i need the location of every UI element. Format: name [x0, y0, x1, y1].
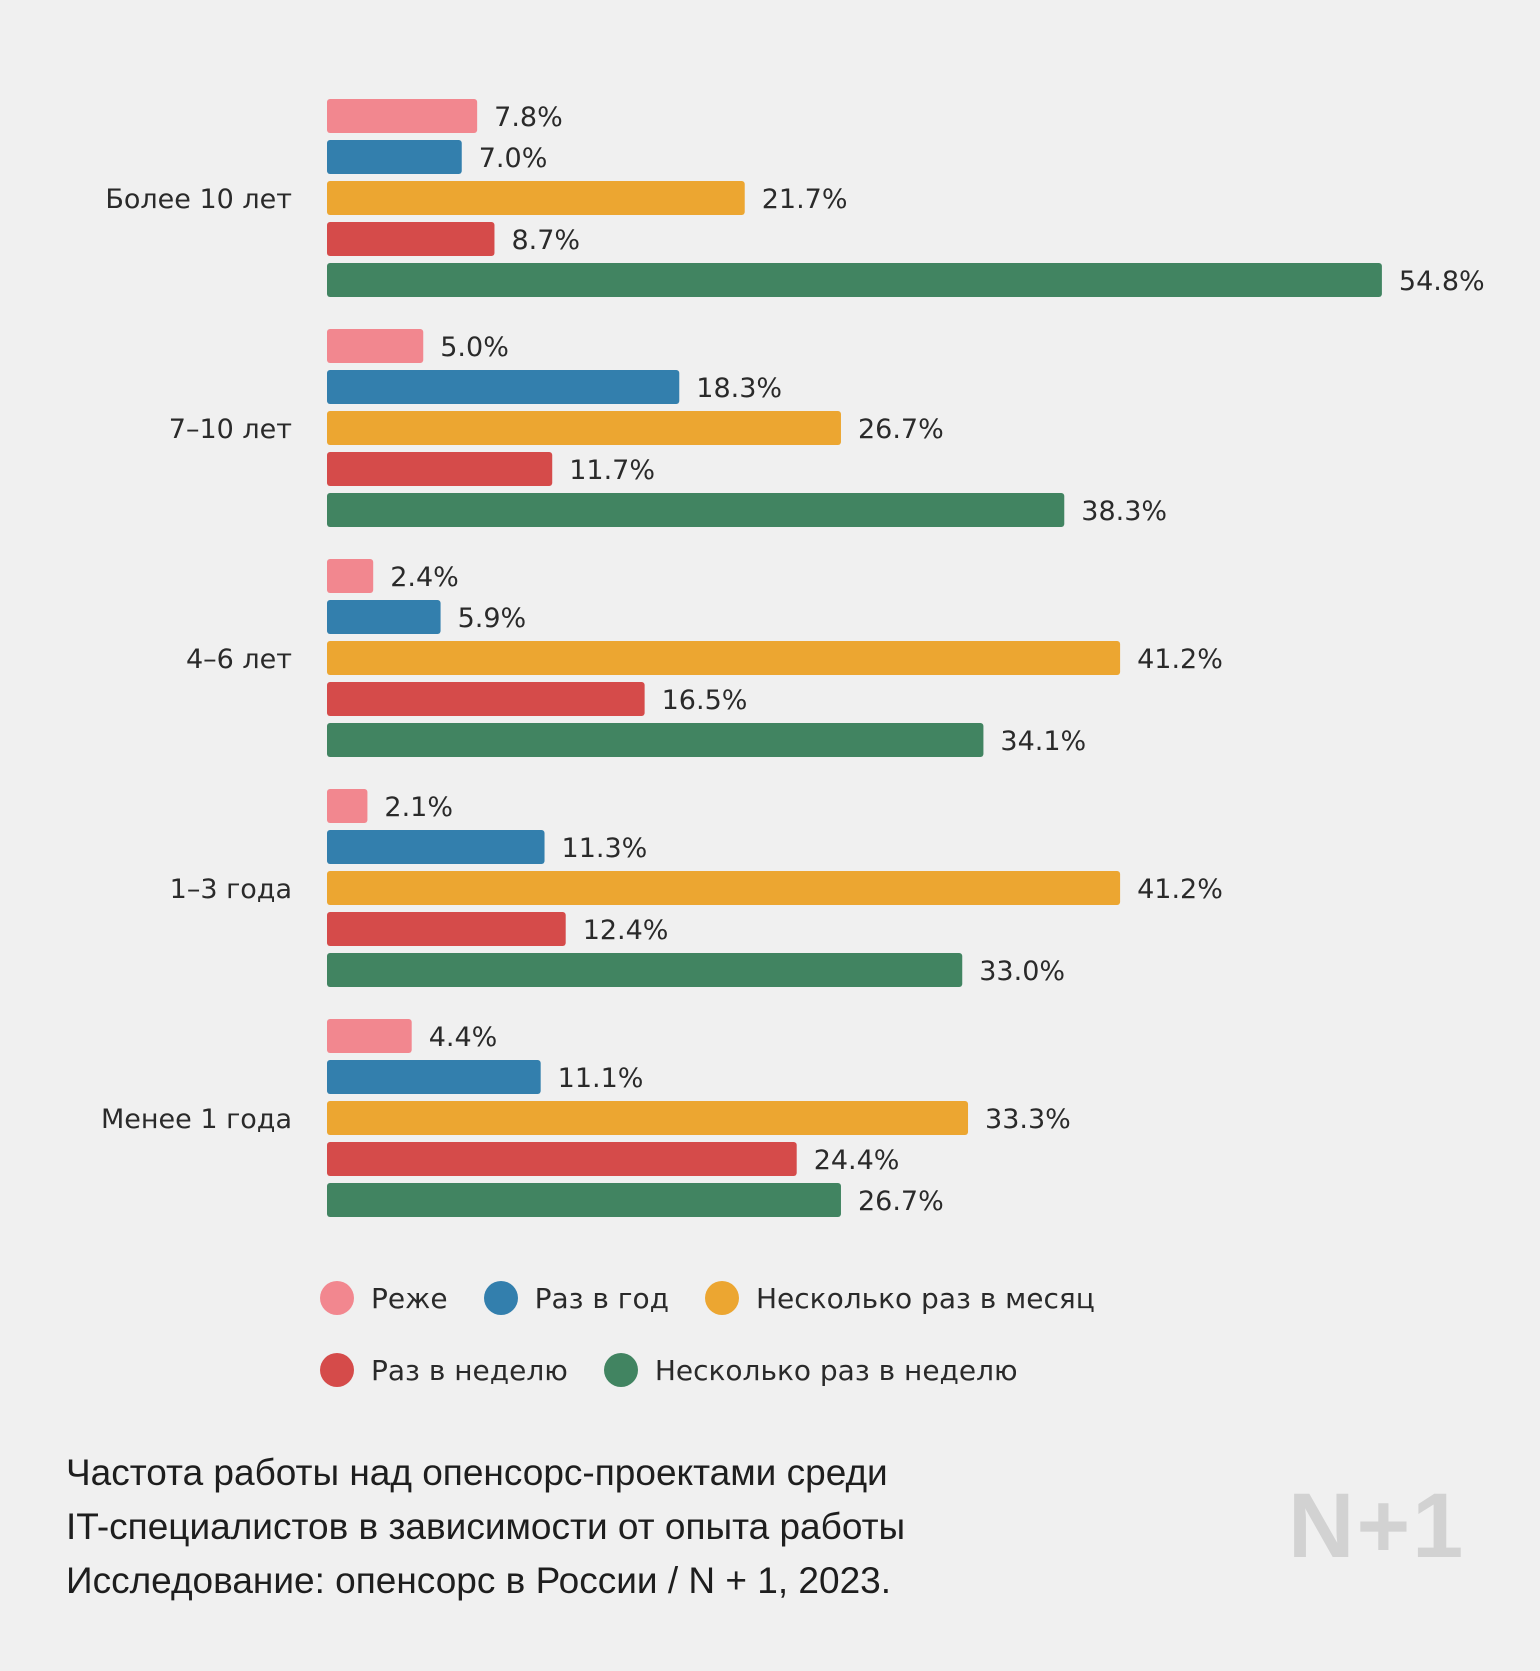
bar — [327, 329, 424, 363]
data-label: 26.7% — [858, 414, 944, 445]
data-label: 11.7% — [569, 455, 655, 486]
bar — [327, 641, 1121, 675]
data-label: 7.8% — [494, 102, 563, 133]
data-label: 24.4% — [814, 1145, 900, 1176]
legend-item-several-per-month: Несколько раз в месяц — [705, 1281, 1095, 1315]
caption-line-2: IT-специалистов в зависимости от опыта р… — [66, 1506, 906, 1547]
legend-swatch-once-a-week — [320, 1353, 354, 1387]
data-label: 8.7% — [511, 225, 580, 256]
bar — [327, 789, 368, 823]
bar — [327, 1019, 412, 1053]
bar — [327, 871, 1121, 905]
bar — [327, 493, 1065, 527]
data-label: 11.3% — [562, 833, 648, 864]
bar — [327, 263, 1382, 297]
data-label: 4.4% — [429, 1022, 498, 1053]
data-label: 38.3% — [1081, 496, 1167, 527]
legend-row-2: Раз в неделю Несколько раз в неделю — [320, 1334, 1220, 1406]
bar-chart: Более 10 лет 7.8% 7.0% 21.7% 8.7% 54.8% 7–10 л… — [101, 99, 1485, 1217]
n-plus-one-logo: N+1 — [1288, 1475, 1466, 1577]
bar — [327, 140, 462, 174]
bar — [327, 600, 441, 634]
data-label: 33.3% — [985, 1104, 1071, 1135]
legend-swatch-several-per-month — [705, 1281, 739, 1315]
bar — [327, 1142, 797, 1176]
legend-swatch-rarely — [320, 1281, 354, 1315]
data-label: 7.0% — [479, 143, 548, 174]
data-label: 41.2% — [1137, 644, 1223, 675]
chart-caption: Частота работы над опенсорс-проектами ср… — [66, 1446, 1166, 1608]
bar — [327, 723, 984, 757]
data-label: 33.0% — [979, 956, 1065, 987]
data-label: 21.7% — [762, 184, 848, 215]
data-label: 34.1% — [1000, 726, 1086, 757]
bar — [327, 830, 545, 864]
data-label: 18.3% — [696, 373, 782, 404]
legend-label-several-per-month: Несколько раз в месяц — [756, 1281, 1095, 1315]
data-label: 41.2% — [1137, 874, 1223, 905]
bar — [327, 953, 963, 987]
bar — [327, 411, 841, 445]
bar — [327, 1183, 841, 1217]
category-label: 7–10 лет — [169, 414, 292, 445]
legend-item-several-per-week: Несколько раз в неделю — [603, 1353, 1018, 1387]
legend-item-once-a-year: Раз в год — [483, 1281, 669, 1315]
bar — [327, 99, 478, 133]
category-label: Менее 1 года — [101, 1104, 292, 1135]
bar — [327, 1060, 541, 1094]
data-label: 5.9% — [458, 603, 527, 634]
data-label: 54.8% — [1399, 266, 1485, 297]
legend-swatch-once-a-year — [483, 1281, 518, 1315]
bar — [327, 559, 374, 593]
data-label: 5.0% — [440, 332, 509, 363]
category-label: 1–3 года — [170, 874, 292, 905]
legend-row-1: Реже Раз в год Несколько раз в месяц — [320, 1262, 1220, 1334]
data-label: 2.4% — [390, 562, 459, 593]
caption-line-3: Исследование: опенсорс в России / N + 1,… — [66, 1560, 892, 1601]
bar — [327, 682, 645, 716]
legend-label-once-a-week: Раз в неделю — [371, 1353, 568, 1387]
data-label: 11.1% — [558, 1063, 644, 1094]
category-label: 4–6 лет — [186, 644, 292, 675]
bar — [327, 222, 495, 256]
category-label: Более 10 лет — [105, 184, 292, 215]
legend-label-once-a-year: Раз в год — [534, 1281, 669, 1315]
legend-item-rarely: Реже — [320, 1281, 448, 1315]
data-label: 26.7% — [858, 1186, 944, 1217]
legend-swatch-several-per-week — [603, 1353, 638, 1387]
data-label: 2.1% — [384, 792, 453, 823]
bar — [327, 181, 745, 215]
legend-label-rarely: Реже — [371, 1281, 448, 1315]
legend-label-several-per-week: Несколько раз в неделю — [654, 1353, 1018, 1387]
bar — [327, 452, 553, 486]
data-label: 16.5% — [662, 685, 748, 716]
caption-line-1: Частота работы над опенсорс-проектами ср… — [66, 1452, 888, 1493]
legend-item-once-a-week: Раз в неделю — [320, 1353, 568, 1387]
bar — [327, 912, 566, 946]
bar — [327, 1101, 969, 1135]
bar — [327, 370, 680, 404]
data-label: 12.4% — [583, 915, 669, 946]
legend: Реже Раз в год Несколько раз в месяц Раз… — [320, 1262, 1220, 1406]
